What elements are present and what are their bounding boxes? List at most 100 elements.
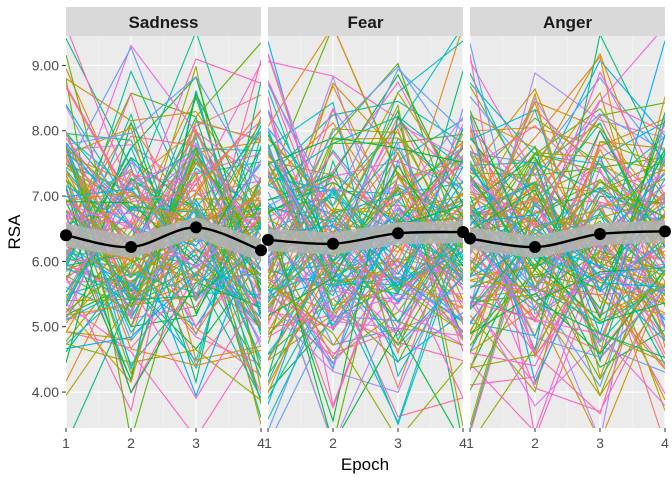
participant-line [470, 110, 665, 323]
participant-line [66, 206, 261, 313]
participant-lines [66, 36, 261, 428]
participant-line [268, 103, 463, 427]
participant-line [268, 229, 463, 410]
participant-line [268, 60, 463, 183]
participant-line [66, 145, 261, 371]
participant-line [470, 258, 665, 319]
participant-line [470, 43, 665, 315]
participant-line [268, 281, 463, 428]
participant-line [268, 235, 463, 346]
participant-line [470, 231, 665, 413]
panel-fear: Fear 1 2 3 4 [262, 7, 469, 451]
participant-line [268, 224, 463, 424]
participant-line [470, 36, 658, 229]
participant-line [470, 233, 665, 367]
participant-line [470, 184, 665, 280]
participant-line [66, 188, 261, 395]
y-tick-label: 8.00 [32, 123, 59, 139]
participant-line [66, 273, 261, 350]
participant-line [470, 152, 665, 235]
mean-line [469, 230, 666, 249]
participant-line [268, 124, 463, 330]
mean-point [392, 227, 404, 240]
mean-confidence-band [470, 220, 665, 259]
participant-line [268, 131, 463, 288]
y-tick-label: 9.00 [32, 57, 59, 73]
participant-line [66, 75, 261, 190]
x-tick-label: 2 [329, 435, 337, 451]
participant-line [66, 343, 261, 401]
participant-line [66, 120, 261, 298]
mean-point [594, 227, 606, 240]
participant-line [470, 193, 665, 407]
participant-line [268, 164, 463, 317]
participant-line [470, 160, 665, 325]
x-tick-label: 4 [459, 435, 467, 451]
participant-line [470, 124, 665, 251]
participant-line [470, 267, 665, 397]
x-tick-label: 4 [257, 435, 265, 451]
participant-line [470, 129, 665, 272]
y-tick-label: 4.00 [32, 384, 59, 400]
mean-point [464, 232, 476, 245]
participant-line [470, 192, 665, 341]
participant-line [470, 210, 665, 369]
participant-line [268, 65, 463, 259]
participant-line [470, 263, 665, 381]
mean-point [529, 241, 541, 254]
x-tick-label: 3 [394, 435, 402, 451]
participant-line [66, 168, 261, 377]
mean-point [327, 237, 339, 250]
participant-line [268, 137, 463, 165]
participant-line [72, 247, 261, 428]
mean-point [255, 244, 267, 257]
participant-line [268, 276, 463, 354]
participant-line [470, 238, 665, 359]
participant-line [66, 185, 261, 398]
participant-line [470, 70, 665, 323]
y-tick-label: 5.00 [32, 319, 59, 335]
participant-line [470, 214, 665, 302]
participant-line [470, 167, 665, 288]
participant-line [268, 270, 463, 346]
panel-anger: Anger 1 2 3 4 [464, 7, 671, 451]
participant-line [268, 53, 463, 241]
strip-background [66, 7, 261, 36]
participant-line [66, 116, 261, 324]
mean-confidence-band [66, 216, 261, 262]
mean-point [659, 225, 671, 238]
mean-line [65, 226, 262, 252]
x-tick-label: 2 [127, 435, 135, 451]
participant-line [470, 219, 665, 397]
participant-line [470, 59, 665, 193]
participant-line [66, 78, 261, 205]
participant-line [470, 118, 665, 147]
x-tick-label: 2 [531, 435, 539, 451]
participant-line [268, 151, 463, 243]
participant-line [268, 221, 463, 323]
x-tick-label: 3 [192, 435, 200, 451]
participant-line [268, 70, 463, 295]
x-tick-label: 1 [264, 435, 272, 451]
strip-background [470, 7, 665, 36]
x-tick-label: 3 [596, 435, 604, 451]
participant-line [470, 144, 665, 370]
participant-line [268, 238, 463, 426]
participant-line [66, 147, 261, 281]
x-tick-label: 1 [62, 435, 70, 451]
participant-line [470, 195, 665, 305]
mean-point [262, 233, 274, 246]
x-tick-label: 4 [661, 435, 669, 451]
y-tick-label: 7.00 [32, 188, 59, 204]
strip-background [268, 7, 463, 36]
x-axis-title: Epoch [341, 455, 389, 474]
participant-line [66, 174, 261, 366]
strip-label: Sadness [129, 13, 199, 32]
participant-line [66, 250, 261, 370]
x-tick-label: 1 [466, 435, 474, 451]
participant-line [268, 68, 463, 207]
mean-point [125, 241, 137, 254]
strip-label: Fear [348, 13, 384, 32]
panel-sadness: Sadness 1 2 3 4 [60, 7, 267, 451]
